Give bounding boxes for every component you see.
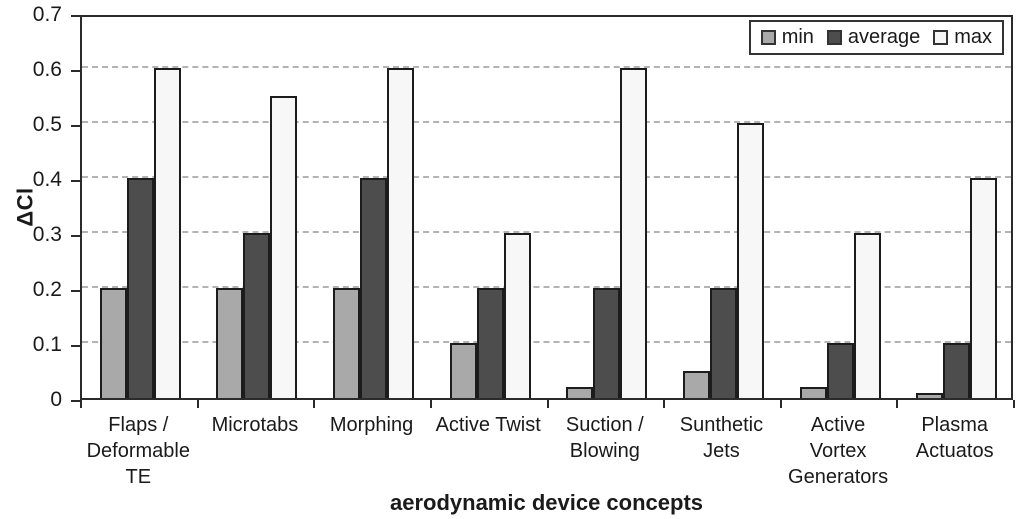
x-category-label: Suction / Blowing	[565, 414, 644, 462]
gridline	[82, 286, 1011, 288]
y-axis-tick	[71, 180, 80, 182]
y-tick-label: 0.4	[32, 168, 62, 191]
y-tick-label: 0	[50, 388, 62, 411]
x-category-label: Flaps / Deformable TE	[86, 414, 190, 488]
legend-swatch-icon	[760, 30, 776, 45]
x-axis-tick	[196, 400, 199, 408]
x-axis-tick	[1013, 400, 1015, 408]
y-axis-tick	[71, 290, 80, 292]
bar-average	[826, 343, 854, 398]
y-axis-tick	[71, 15, 80, 17]
x-category-label: Sunthetic Jets	[679, 414, 764, 462]
bar-min	[566, 387, 594, 398]
bar-group	[315, 17, 432, 398]
gridline	[82, 176, 1011, 178]
y-tick-label: 0.1	[32, 333, 62, 356]
bar-group	[549, 17, 666, 398]
bar-group	[665, 17, 782, 398]
x-axis-tick	[429, 400, 432, 408]
bar-min	[799, 387, 827, 398]
legend-swatch-icon	[933, 30, 949, 45]
legend-label: min	[781, 26, 814, 48]
legend: min average max	[748, 20, 1004, 55]
bar-average	[243, 233, 271, 398]
y-tick-label: 0.5	[32, 113, 62, 136]
bar-max	[503, 233, 531, 398]
legend-label: max	[954, 26, 992, 48]
legend-label: average	[847, 26, 921, 48]
legend-item-max: max	[933, 26, 992, 49]
x-axis-tick	[779, 400, 782, 408]
x-axis-title: aerodynamic device concepts	[389, 490, 704, 515]
bar-max	[620, 68, 648, 398]
bar-average	[943, 343, 971, 398]
bar-average	[126, 178, 154, 398]
bar-min	[449, 343, 477, 398]
y-tick-label: 0.3	[32, 223, 62, 246]
bar-max	[853, 233, 881, 398]
x-category-label: Active Twist	[435, 414, 541, 436]
bar-average	[360, 178, 388, 398]
bar-max	[970, 178, 998, 398]
x-axis-tick	[546, 400, 549, 408]
bar-min	[99, 288, 127, 398]
gridline	[82, 231, 1011, 233]
y-axis-tick	[71, 400, 80, 402]
plot-area	[80, 15, 1013, 400]
bar-min	[682, 370, 710, 398]
bar-max	[153, 68, 181, 398]
bar-group	[199, 17, 316, 398]
y-tick-label: 0.6	[32, 58, 62, 81]
bar-min	[216, 288, 244, 398]
y-axis-tick	[71, 125, 80, 127]
bar-min	[333, 288, 361, 398]
legend-swatch-icon	[826, 30, 842, 45]
y-tick-label: 0.2	[32, 278, 62, 301]
gridline	[82, 66, 1011, 68]
y-axis-title: ΔCl	[12, 187, 38, 227]
y-axis-tick	[71, 70, 80, 72]
y-axis-tick	[71, 235, 80, 237]
bar-average	[709, 288, 737, 398]
bar-group	[432, 17, 549, 398]
bar-group	[898, 17, 1015, 398]
x-axis-tick	[313, 400, 316, 408]
bar-max	[270, 95, 298, 398]
bar-group	[82, 17, 199, 398]
bar-min	[916, 392, 944, 398]
x-axis-tick	[80, 400, 82, 408]
x-category-label: Morphing	[329, 414, 414, 436]
bar-max	[387, 68, 415, 398]
x-category-label: Microtabs	[211, 414, 299, 436]
x-axis-tick	[663, 400, 666, 408]
gridline	[82, 341, 1011, 343]
bar-max	[736, 123, 764, 398]
x-axis-tick	[896, 400, 899, 408]
legend-item-average: average	[826, 26, 921, 49]
bar-average	[593, 288, 621, 398]
x-category-label: Plasma Actuatos	[915, 414, 994, 462]
legend-item-min: min	[760, 26, 814, 49]
bar-average	[476, 288, 504, 398]
x-category-label: Active Vortex Generators	[788, 414, 889, 488]
bar-group	[782, 17, 899, 398]
y-axis-tick	[71, 345, 80, 347]
gridline	[82, 121, 1011, 123]
y-tick-label: 0.7	[32, 3, 62, 26]
